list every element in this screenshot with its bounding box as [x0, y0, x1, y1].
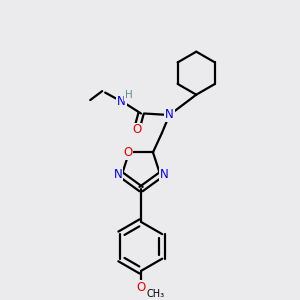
Text: CH₃: CH₃ — [146, 289, 164, 299]
Text: H: H — [125, 90, 133, 100]
Text: N: N — [114, 168, 122, 181]
Text: N: N — [117, 95, 126, 108]
Text: O: O — [136, 281, 146, 294]
Text: O: O — [123, 146, 132, 159]
Text: O: O — [132, 123, 141, 136]
Text: N: N — [165, 109, 174, 122]
Text: N: N — [160, 168, 168, 181]
